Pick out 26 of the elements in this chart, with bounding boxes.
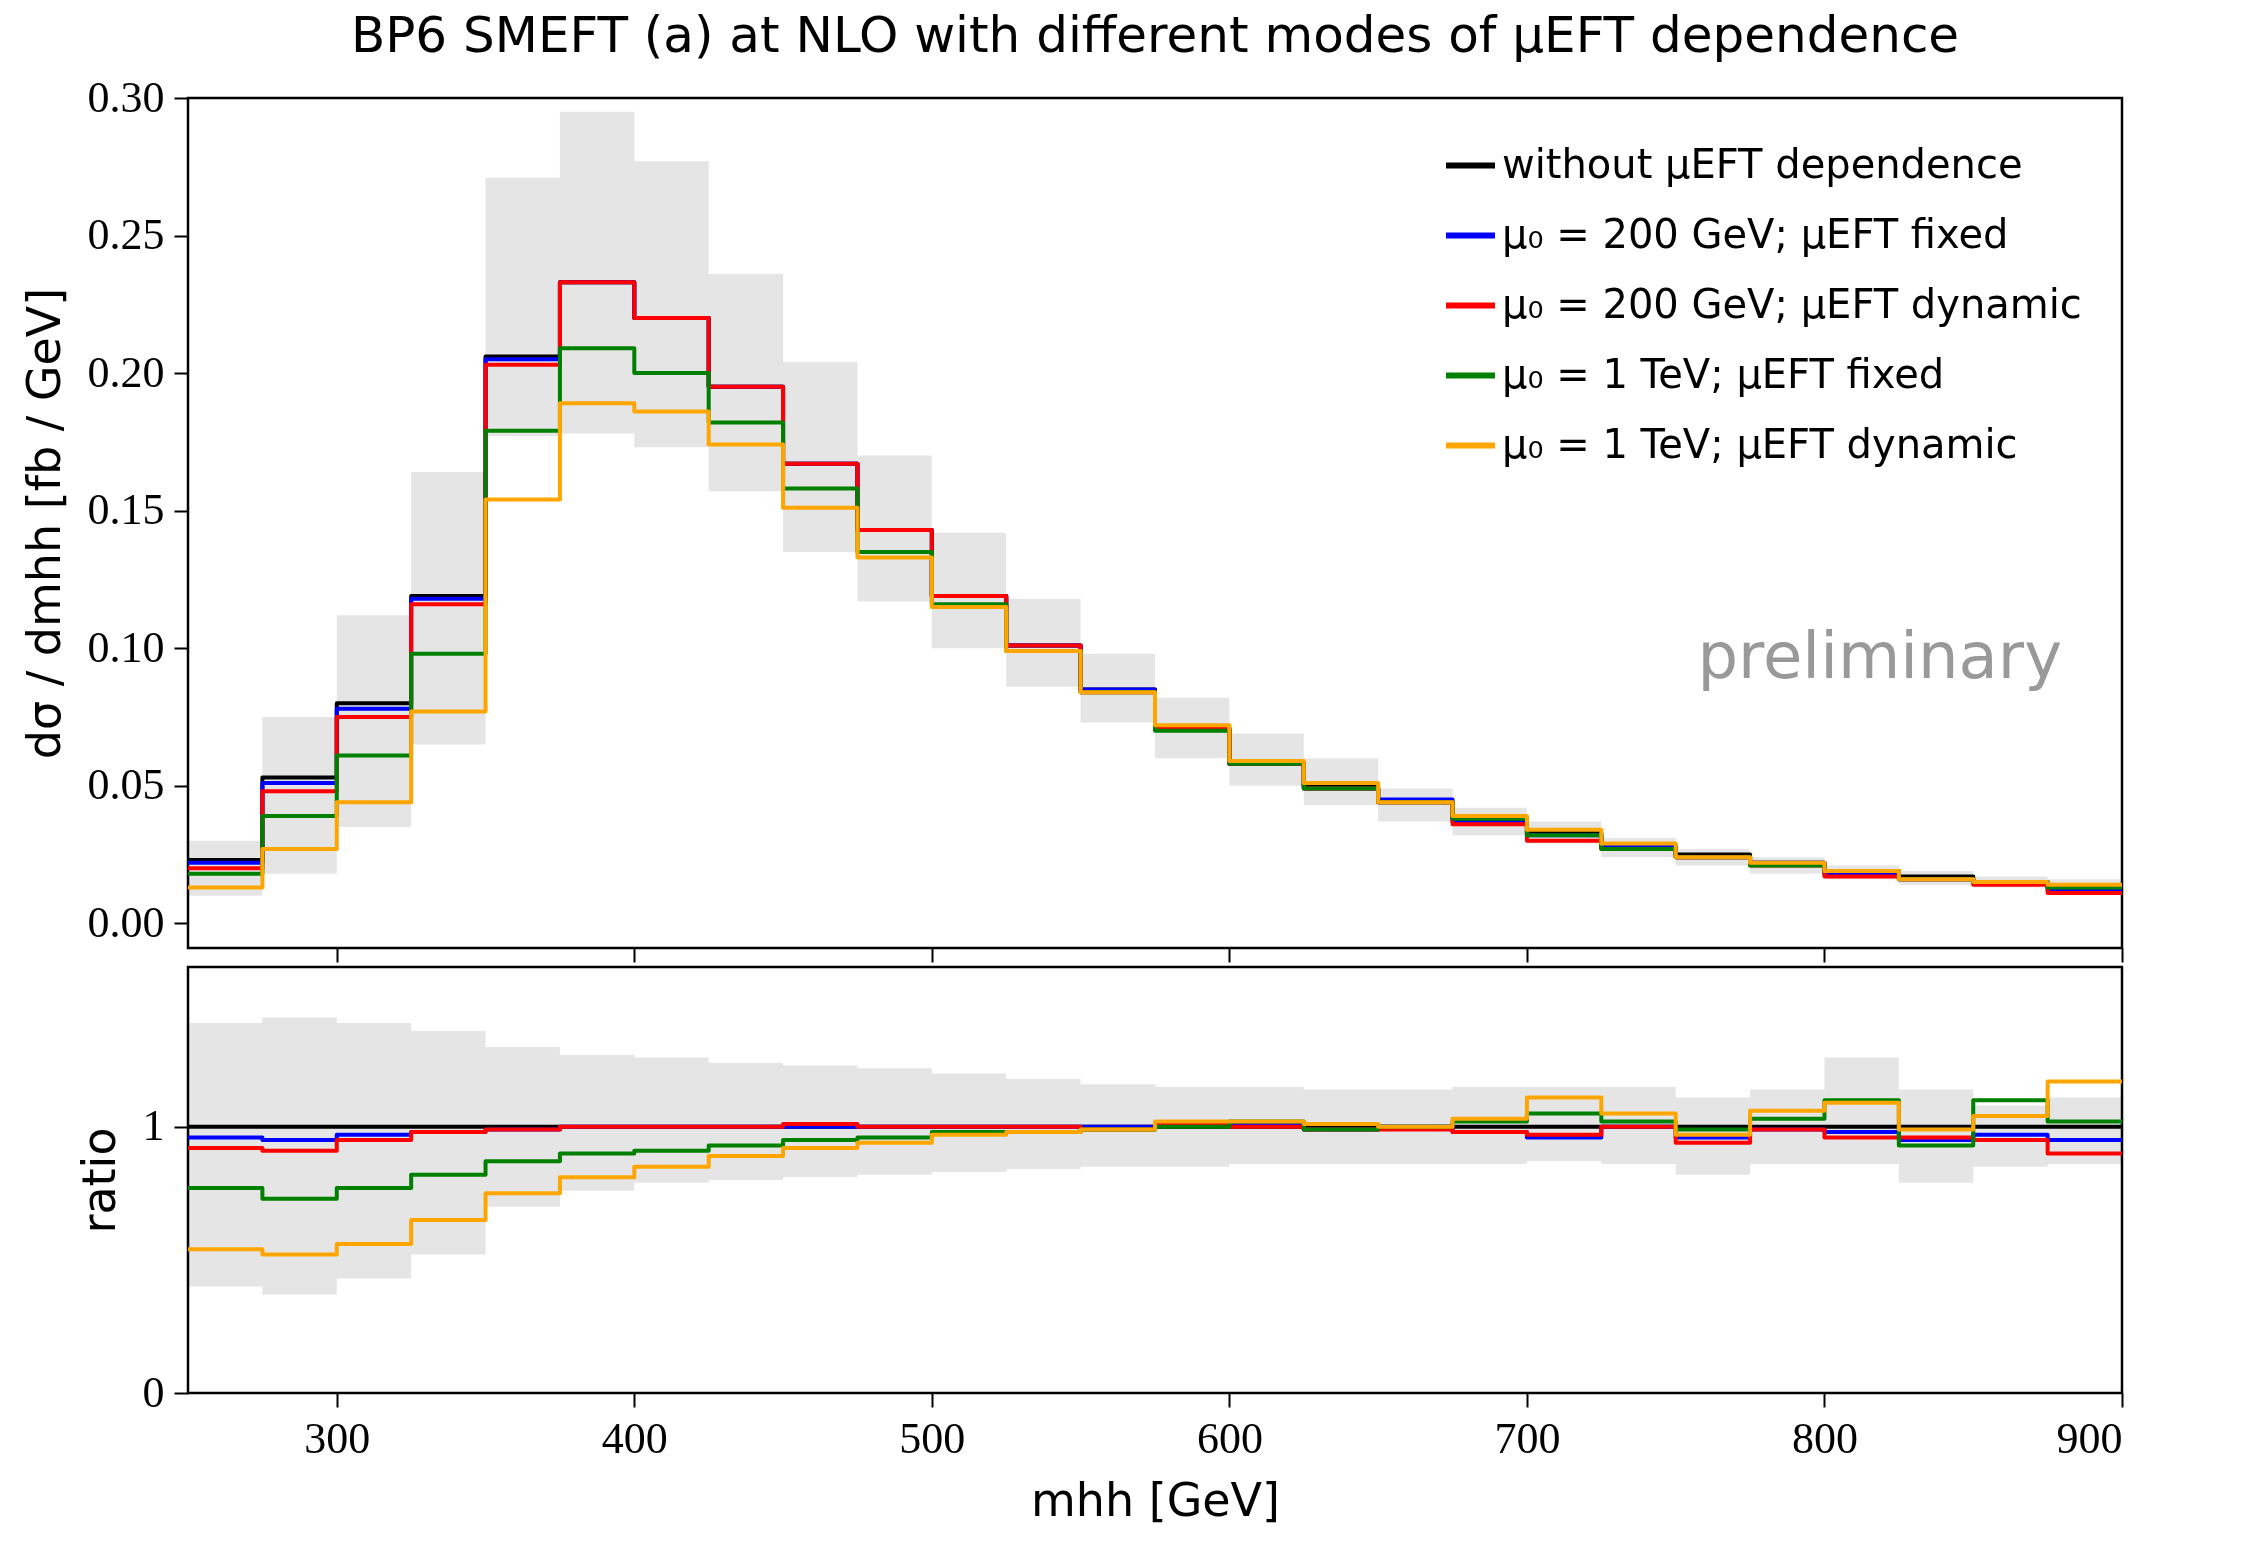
y-tick-label: 0.25 <box>87 210 165 260</box>
x-tick-label: 900 <box>2056 1413 2123 1463</box>
y-axis-title: dσ / dmhh [fb / GeV] <box>16 287 71 760</box>
legend-label: μ₀ = 200 GeV; μEFT fixed <box>1502 210 2009 257</box>
x-axis-title: mhh [GeV] <box>1030 1472 1281 1527</box>
annotation: preliminary <box>1697 619 2062 693</box>
x-tick-label: 400 <box>601 1413 668 1463</box>
x-tick-label: 500 <box>899 1413 966 1463</box>
x-tick-label: 800 <box>1791 1413 1858 1463</box>
y-tick-label: 0.05 <box>87 760 165 810</box>
y-tick-label: 0.15 <box>87 485 165 535</box>
x-tick-label: 600 <box>1196 1413 1263 1463</box>
x-tick-label: 700 <box>1494 1413 1561 1463</box>
y-tick-label: 0.30 <box>87 72 165 122</box>
legend-label: μ₀ = 1 TeV; μEFT fixed <box>1502 350 1945 397</box>
y-tick-label: 0 <box>142 1367 165 1417</box>
y-tick-label: 0.20 <box>87 347 165 397</box>
legend-label: μ₀ = 1 TeV; μEFT dynamic <box>1502 420 2018 467</box>
y-tick-label: 1 <box>142 1101 165 1151</box>
y-tick-label: 0.10 <box>87 622 165 672</box>
x-tick-label: 300 <box>304 1413 371 1463</box>
legend-label: μ₀ = 200 GeV; μEFT dynamic <box>1502 280 2082 327</box>
chart-title: BP6 SMEFT (a) at NLO with different modes of μEFT dependence <box>350 6 1960 64</box>
y-tick-label: 0.00 <box>87 897 165 947</box>
y-axis-title: ratio <box>71 1127 126 1234</box>
legend-label: without μEFT dependence <box>1502 140 2023 187</box>
